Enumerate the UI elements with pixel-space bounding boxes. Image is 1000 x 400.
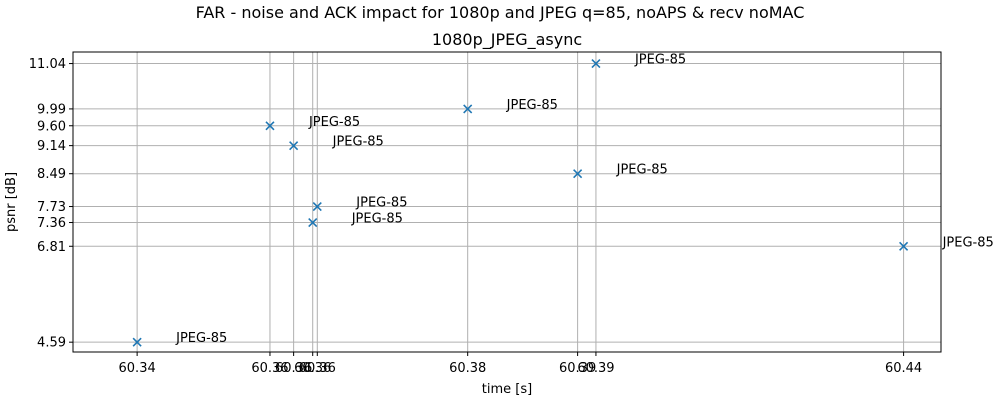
chart-suptitle: FAR - noise and ACK impact for 1080p and… — [196, 3, 805, 22]
chart-title: 1080p_JPEG_async — [432, 30, 582, 50]
point-label: JPEG-85 — [634, 53, 686, 68]
y-tick-label: 6.81 — [37, 240, 66, 255]
y-axis-label: psnr [dB] — [4, 172, 19, 232]
x-tick-label: 60.36 — [294, 361, 331, 376]
point-label: JPEG-85 — [332, 135, 384, 150]
data-point — [265, 121, 275, 131]
data-point — [591, 58, 601, 69]
point-label: JPEG-85 — [616, 163, 668, 178]
x-tick-label: 60.39 — [577, 361, 614, 376]
data-point — [132, 337, 142, 347]
y-tick-label: 9.14 — [37, 139, 66, 154]
point-label: JPEG-85 — [942, 235, 994, 250]
data-point — [312, 201, 322, 212]
point-label: JPEG-85 — [308, 115, 360, 130]
x-tick-label: 60.36 — [251, 361, 288, 376]
data-points: JPEG-85JPEG-85JPEG-85JPEG-85JPEG-85JPEG-… — [132, 53, 994, 347]
point-label: JPEG-85 — [355, 196, 407, 211]
point-label: JPEG-85 — [175, 331, 227, 346]
grid — [73, 52, 941, 352]
y-tick-label: 8.49 — [37, 167, 66, 182]
data-point — [308, 217, 318, 228]
y-tick-label: 7.73 — [37, 200, 66, 215]
x-tick-label: 60.36 — [275, 361, 312, 376]
point-label: JPEG-85 — [351, 212, 403, 227]
data-point — [463, 104, 473, 114]
y-tick-label: 9.60 — [37, 119, 66, 134]
x-tick-label: 60.39 — [559, 361, 596, 376]
x-tick-label: 60.34 — [119, 361, 156, 376]
y-tick-label: 11.04 — [29, 57, 66, 72]
plot-frame — [72, 51, 942, 353]
y-tick-label: 7.36 — [37, 216, 66, 231]
x-tick-label: 60.36 — [299, 361, 336, 376]
data-point — [573, 169, 583, 179]
data-point — [289, 141, 299, 151]
x-tick-label: 60.38 — [449, 361, 486, 376]
x-axis-label: time [s] — [482, 382, 532, 397]
point-label: JPEG-85 — [506, 98, 558, 113]
y-tick-label: 9.99 — [37, 102, 66, 117]
y-tick-label: 4.59 — [37, 336, 66, 351]
data-point — [899, 241, 909, 251]
x-tick-label: 60.44 — [885, 361, 922, 376]
